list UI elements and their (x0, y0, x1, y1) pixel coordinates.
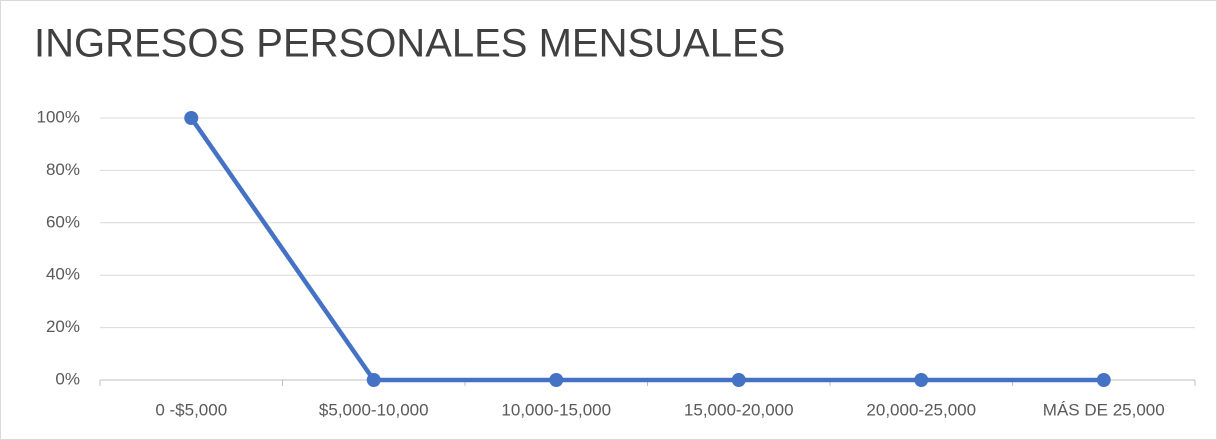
marker (731, 373, 746, 387)
x-tick-label: $5,000-10,000 (319, 400, 429, 419)
chart-title: INGRESOS PERSONALES MENSUALES (34, 22, 785, 66)
x-tick-label: MÁS DE 25,000 (1043, 400, 1165, 419)
y-tick-label: 40% (46, 265, 80, 284)
x-tick-label: 0 -$5,000 (155, 400, 227, 419)
y-tick-label: 60% (46, 212, 80, 231)
y-tick-label: 100% (37, 107, 80, 126)
marker (914, 373, 929, 387)
x-tick-label: 15,000-20,000 (684, 400, 794, 419)
marker (366, 373, 381, 387)
marker (549, 373, 564, 387)
line (189, 116, 1104, 383)
x-tick-label: 20,000-25,000 (866, 400, 976, 419)
marker (1096, 373, 1111, 387)
y-tick-label: 0% (55, 369, 80, 388)
marker (184, 111, 199, 125)
x-tick-label: 10,000-15,000 (501, 400, 611, 419)
y-tick-label: 20% (46, 317, 80, 336)
y-tick-label: 80% (46, 160, 80, 179)
